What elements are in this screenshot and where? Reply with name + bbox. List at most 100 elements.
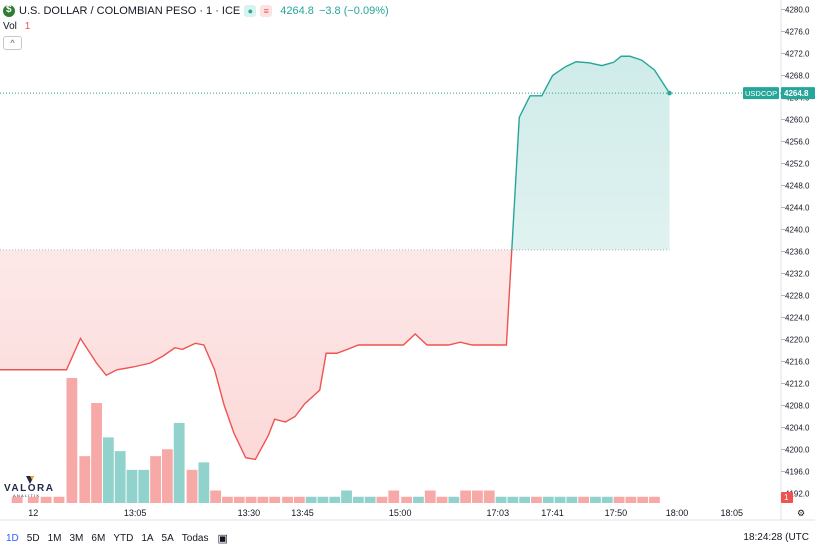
volume-bar (590, 496, 601, 503)
timeframe-6m[interactable]: 6M (91, 533, 106, 544)
logo-text: VALORA (4, 483, 54, 494)
volume-bar (448, 496, 460, 503)
y-tick-label: 4208.0 (785, 402, 810, 411)
volume-bar (198, 462, 210, 503)
volume-bar (11, 496, 23, 503)
volume-bar (186, 469, 198, 503)
price-line-down (0, 249, 513, 461)
y-tick-label: 4200.0 (785, 446, 810, 455)
volume-bar (114, 451, 126, 503)
volume-bar (507, 496, 519, 503)
y-tick-label: 4280.0 (785, 6, 810, 15)
collapse-legend-button[interactable]: ^ (3, 36, 22, 50)
y-tick-label: 4256.0 (785, 138, 810, 147)
volume-bar (578, 496, 590, 503)
status-dot-icon[interactable]: ● (244, 5, 257, 17)
dollar-icon (3, 4, 15, 17)
volume-bar (126, 469, 138, 503)
volume-bar (460, 490, 472, 503)
x-tick-label: 13:45 (291, 508, 314, 518)
volume-bar (245, 496, 257, 503)
calendar-icon[interactable]: ▣ (217, 533, 228, 545)
volume-bar (519, 496, 531, 503)
last-price-tag-label: 4264.8 (784, 89, 809, 98)
legend-header: U.S. DOLLAR / COLOMBIAN PESO · 1 · ICE ●… (0, 3, 389, 19)
volume-bar (53, 496, 65, 503)
volume-tag (781, 492, 793, 503)
volume-bar (472, 490, 483, 503)
y-tick-label: 4216.0 (785, 358, 810, 367)
logo-mark-icon: VALORA ANALITIK (4, 476, 54, 498)
volume-bar (282, 496, 293, 503)
timeframe-5a[interactable]: 5A (161, 533, 174, 544)
y-tick-label: 4240.0 (785, 226, 810, 235)
last-price: 4264.8 (280, 5, 314, 17)
price-area (0, 56, 670, 460)
volume-bar (40, 496, 52, 503)
volume-bar (554, 496, 566, 503)
volume-bar (329, 496, 341, 503)
axis-labels: 4280.04276.04272.04268.04264.04260.04256… (28, 6, 815, 518)
y-tick-label: 4236.0 (785, 248, 810, 257)
volume-bar (102, 437, 114, 503)
x-tick-label: 18:05 (720, 508, 743, 518)
symbol-tag (743, 87, 779, 100)
volume-bar (341, 490, 352, 503)
area-up (0, 56, 670, 250)
timeframe-5d[interactable]: 5D (26, 533, 40, 544)
timeframe-1m[interactable]: 1M (47, 533, 62, 544)
price-line-up (511, 55, 671, 250)
volume-bar (222, 496, 233, 503)
timeframe-todas[interactable]: Todas (181, 533, 209, 544)
volume-bar (79, 456, 91, 503)
symbol-title[interactable]: U.S. DOLLAR / COLOMBIAN PESO · 1 · ICE (19, 5, 241, 17)
volume-bar (66, 378, 78, 503)
volume-bar (305, 496, 317, 503)
y-tick-label: 4196.0 (785, 468, 810, 477)
y-tick-label: 4220.0 (785, 336, 810, 345)
axes (0, 0, 815, 521)
chevron-up-icon: ^ (10, 38, 15, 48)
y-tick-label: 4272.0 (785, 50, 810, 59)
volume-bar (293, 496, 305, 503)
volume-bars (11, 378, 660, 503)
volume-label: Vol (3, 21, 17, 32)
y-tick-label: 4232.0 (785, 270, 810, 279)
volume-bar (233, 496, 245, 503)
volume-bar (531, 496, 542, 503)
y-tick-label: 4192.0 (785, 490, 810, 499)
volume-bar (150, 456, 161, 503)
volume-bar (257, 496, 269, 503)
last-point (667, 90, 672, 96)
y-tick-label: 4252.0 (785, 160, 810, 169)
symbol-tag-label: USDCOP (745, 89, 777, 98)
volume-legend: Vol 1 (3, 21, 30, 32)
volume-bar (401, 496, 413, 503)
volume-bar (388, 490, 400, 503)
y-tick-label: 4204.0 (785, 424, 810, 433)
volume-bar (364, 496, 376, 503)
volume-bar (161, 449, 173, 503)
timeframe-3m[interactable]: 3M (69, 533, 84, 544)
volume-bar (601, 496, 613, 503)
price-change: −3.8 (−0.09%) (318, 5, 389, 17)
volume-bar (566, 496, 578, 503)
timeframe-ytd[interactable]: YTD (113, 533, 134, 544)
y-tick-label: 4248.0 (785, 182, 810, 191)
menu-icon[interactable]: ≡ (260, 5, 273, 17)
volume-bar (138, 469, 150, 503)
volume-bar (413, 496, 424, 503)
timeframe-1d[interactable]: 1D (6, 533, 19, 544)
y-tick-label: 4260.0 (785, 116, 810, 125)
timeframe-1a[interactable]: 1A (141, 533, 154, 544)
y-tick-label: 4244.0 (785, 204, 810, 213)
settings-icon[interactable]: ⚙ (797, 508, 805, 518)
y-tick-label: 4224.0 (785, 314, 810, 323)
volume-value: 1 (24, 21, 31, 32)
volume-bar (424, 490, 436, 503)
volume-bar (91, 403, 102, 503)
logo-sub: ANALITIK (13, 493, 40, 498)
volume-bar (269, 496, 281, 503)
